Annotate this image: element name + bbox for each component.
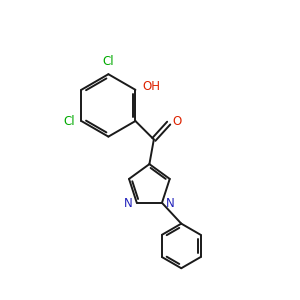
Text: OH: OH (142, 80, 160, 93)
Text: Cl: Cl (63, 115, 75, 128)
Text: N: N (166, 197, 175, 210)
Text: O: O (172, 115, 182, 128)
Text: Cl: Cl (103, 55, 114, 68)
Text: N: N (124, 197, 133, 210)
